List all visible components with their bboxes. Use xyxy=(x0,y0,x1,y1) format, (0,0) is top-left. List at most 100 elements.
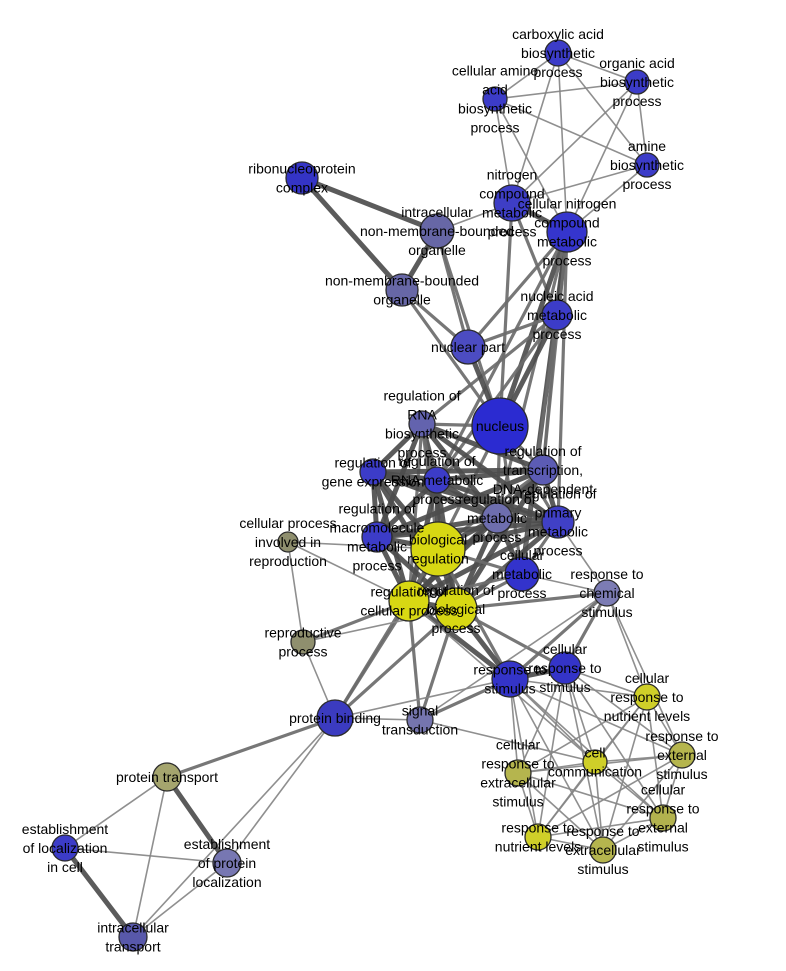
node-circle-itr[interactable] xyxy=(118,922,148,952)
node-res[interactable] xyxy=(668,741,696,769)
node-circle-cee[interactable] xyxy=(504,759,532,787)
node-sig[interactable] xyxy=(406,706,434,734)
node-circle-nuc[interactable] xyxy=(471,397,529,455)
node-circle-pbi[interactable] xyxy=(316,699,354,737)
node-circle-rst[interactable] xyxy=(491,660,529,698)
node-circle-npt[interactable] xyxy=(450,329,486,365)
node-cco[interactable] xyxy=(582,749,608,775)
node-rex[interactable] xyxy=(589,836,617,864)
edge-pbi-epl xyxy=(226,717,336,864)
node-pbi[interactable] xyxy=(316,699,354,737)
node-bre[interactable] xyxy=(410,521,466,577)
node-crs[interactable] xyxy=(548,651,582,685)
node-elc[interactable] xyxy=(51,834,79,862)
node-circle-cnc[interactable] xyxy=(546,211,588,253)
node-rst[interactable] xyxy=(491,660,529,698)
edge-crn-rex xyxy=(602,696,648,851)
node-rnl[interactable] xyxy=(524,823,552,851)
node-rnp[interactable] xyxy=(285,161,319,195)
node-circle-oab[interactable] xyxy=(624,69,650,95)
node-circle-cco[interactable] xyxy=(582,749,608,775)
edge-cre-rnl xyxy=(537,817,664,838)
node-circle-res[interactable] xyxy=(668,741,696,769)
edge-rst-pbi xyxy=(334,678,511,719)
edge-elc-itr xyxy=(62,845,136,940)
edge-cab-ncm xyxy=(511,52,559,204)
node-cre[interactable] xyxy=(649,804,677,832)
node-circle-ino[interactable] xyxy=(419,213,455,249)
node-circle-caa[interactable] xyxy=(482,86,508,112)
node-circle-rrb[interactable] xyxy=(408,410,436,438)
edge-res-rex xyxy=(602,754,683,851)
node-circle-rpm[interactable] xyxy=(541,505,575,539)
node-circle-ncm[interactable] xyxy=(493,184,531,222)
node-cpr[interactable] xyxy=(277,531,299,553)
edge-caa-oab xyxy=(494,81,638,100)
node-oab[interactable] xyxy=(624,69,650,95)
node-circle-nbo[interactable] xyxy=(385,273,419,307)
node-circle-rnl[interactable] xyxy=(524,823,552,851)
node-cab[interactable] xyxy=(544,39,572,67)
node-rcp[interactable] xyxy=(388,580,430,622)
node-rpm[interactable] xyxy=(541,505,575,539)
node-rpr[interactable] xyxy=(290,629,316,655)
node-circle-cmp[interactable] xyxy=(504,556,540,592)
node-circle-rch[interactable] xyxy=(593,579,621,607)
node-circle-rex[interactable] xyxy=(589,836,617,864)
node-ino[interactable] xyxy=(419,213,455,249)
node-circle-rcp[interactable] xyxy=(388,580,430,622)
node-circle-amb[interactable] xyxy=(634,152,660,178)
node-circle-cpr[interactable] xyxy=(277,531,299,553)
node-circle-rmp[interactable] xyxy=(481,502,513,534)
node-circle-rmm[interactable] xyxy=(361,521,393,553)
node-rmm[interactable] xyxy=(361,521,393,553)
node-circle-crs[interactable] xyxy=(548,651,582,685)
node-circle-rge[interactable] xyxy=(359,458,387,486)
node-amb[interactable] xyxy=(634,152,660,178)
node-circle-rpr[interactable] xyxy=(290,629,316,655)
node-circle-crn[interactable] xyxy=(633,683,661,711)
node-circle-rbp[interactable] xyxy=(434,587,478,631)
node-itr[interactable] xyxy=(118,922,148,952)
edge-cco-sig xyxy=(419,719,596,763)
edge-cnc-nuc xyxy=(497,229,570,429)
node-ncm[interactable] xyxy=(493,184,531,222)
node-npt[interactable] xyxy=(450,329,486,365)
node-rrb[interactable] xyxy=(408,410,436,438)
node-rch[interactable] xyxy=(593,579,621,607)
node-circle-cre[interactable] xyxy=(649,804,677,832)
node-nbo[interactable] xyxy=(385,273,419,307)
node-cnc[interactable] xyxy=(546,211,588,253)
node-epl[interactable] xyxy=(212,848,242,878)
node-cmp[interactable] xyxy=(504,556,540,592)
node-circle-rrm[interactable] xyxy=(423,466,451,494)
edge-cab-oab xyxy=(557,52,638,83)
node-nam[interactable] xyxy=(541,299,573,331)
node-rmp[interactable] xyxy=(481,502,513,534)
node-circle-bre[interactable] xyxy=(410,521,466,577)
node-crn[interactable] xyxy=(633,683,661,711)
node-circle-sig[interactable] xyxy=(406,706,434,734)
edge-cco-rex xyxy=(594,761,604,851)
node-ptr[interactable] xyxy=(152,762,182,792)
node-nuc[interactable] xyxy=(471,397,529,455)
node-circle-elc[interactable] xyxy=(51,834,79,862)
node-rbp[interactable] xyxy=(434,587,478,631)
node-circle-cab[interactable] xyxy=(544,39,572,67)
node-circle-nam[interactable] xyxy=(541,299,573,331)
node-rrm[interactable] xyxy=(423,466,451,494)
node-circle-rtd[interactable] xyxy=(527,454,559,486)
nodes-layer xyxy=(51,39,696,952)
edge-rge-rpm xyxy=(370,469,561,525)
node-cee[interactable] xyxy=(504,759,532,787)
node-circle-rnp[interactable] xyxy=(285,161,319,195)
node-circle-ptr[interactable] xyxy=(152,762,182,792)
node-rge[interactable] xyxy=(359,458,387,486)
node-circle-epl[interactable] xyxy=(212,848,242,878)
node-caa[interactable] xyxy=(482,86,508,112)
edge-rnp-ino xyxy=(299,175,440,234)
edge-cnc-rpm xyxy=(556,230,569,524)
edge-rch-crn xyxy=(606,592,648,698)
node-rtd[interactable] xyxy=(527,454,559,486)
